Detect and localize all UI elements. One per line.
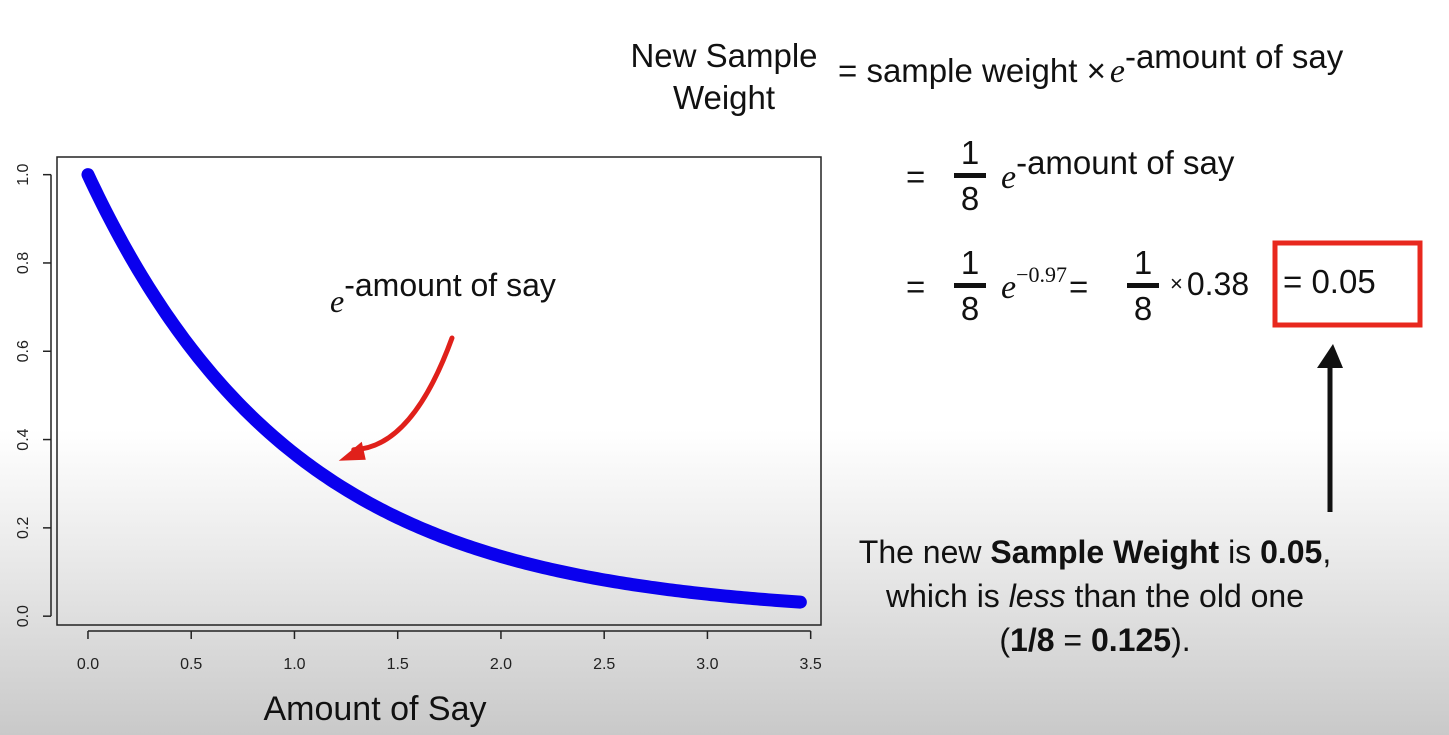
y-tick-label: 0.8 — [15, 252, 32, 274]
formula-exp-2: e-amount of say — [1001, 144, 1234, 197]
note-line-1: The new Sample Weight is 0.05, — [810, 530, 1380, 574]
note-text: ( — [999, 622, 1011, 658]
fraction-1-8-c: 1 8 — [1127, 245, 1159, 327]
x-tick-label: 0.0 — [77, 656, 99, 673]
formula-exp-3: e−0.97= — [1001, 262, 1089, 307]
times-sign-small: × — [1170, 271, 1183, 296]
value-0-38: 0.38 — [1186, 266, 1250, 302]
note-text: , — [1322, 534, 1332, 570]
fraction-bar — [954, 173, 986, 178]
note-bold: 0.05 — [1260, 534, 1323, 570]
fraction-numerator: 1 — [960, 244, 980, 281]
y-axis: 0.0 0.2 0.4 0.6 0.8 1.0 — [15, 163, 52, 627]
series-points — [87, 174, 801, 603]
y-tick-label: 0.4 — [15, 428, 32, 450]
note-text: = — [1054, 622, 1091, 658]
e-symbol-2: e — [1001, 159, 1017, 196]
y-tick-label: 0.0 — [15, 605, 32, 627]
note-bold: 1/8 — [1010, 622, 1055, 658]
formula-product: × 0.38 — [1170, 266, 1249, 303]
times-sign: × — [1086, 52, 1106, 89]
equals-4: = — [1069, 268, 1089, 305]
result-highlight-box — [1272, 240, 1423, 328]
fraction-denominator: 8 — [960, 290, 980, 327]
note-text: is — [1219, 534, 1261, 570]
note-text: than the old one — [1065, 578, 1305, 614]
note-text: The new — [858, 534, 991, 570]
note-italic: less — [1008, 578, 1066, 614]
sample-weight-text: sample weight — [866, 52, 1078, 89]
formula-lhs-line1: New Sample — [630, 37, 818, 74]
note-line-2: which is less than the old one — [810, 574, 1380, 618]
series-line-exp — [81, 168, 807, 609]
curve-annotation-label: e-amount of say — [330, 267, 556, 320]
y-tick-label: 0.6 — [15, 340, 32, 362]
fraction-bar — [1127, 283, 1159, 288]
exponent-1: -amount of say — [1124, 38, 1344, 75]
fraction-numerator: 1 — [960, 134, 980, 171]
formula-lhs-line2: Weight — [672, 79, 776, 116]
annotation-arrow — [351, 335, 455, 453]
fraction-numerator: 1 — [1133, 244, 1153, 281]
x-tick-label: 1.0 — [283, 656, 305, 673]
annotation-exponent: -amount of say — [344, 267, 556, 303]
x-tick-label: 1.5 — [387, 656, 409, 673]
annotation-e: e — [330, 283, 345, 319]
x-axis-label: Amount of Say — [263, 690, 486, 728]
explanation-note: The new Sample Weight is 0.05, which is … — [810, 530, 1380, 662]
x-tick-label: 3.5 — [800, 656, 822, 673]
note-line-3: (1/8 = 0.125). — [810, 618, 1380, 662]
result-arrow-head — [1317, 344, 1343, 368]
note-bold: 0.125 — [1090, 622, 1172, 658]
fraction-1-8-b: 1 8 — [954, 245, 986, 327]
x-tick-label: 2.5 — [593, 656, 615, 673]
plot-frame — [56, 156, 822, 626]
annotation-arrow-head — [338, 441, 366, 461]
equals-1: = — [838, 52, 858, 89]
y-tick-label: 0.2 — [15, 517, 32, 539]
note-text: ). — [1171, 622, 1191, 658]
exponent-2: -amount of say — [1016, 144, 1235, 181]
fraction-bar — [954, 283, 986, 288]
x-tick-label: 0.5 — [180, 656, 202, 673]
exponent-3: −0.97 — [1016, 262, 1068, 287]
e-symbol-1: e — [1109, 53, 1125, 90]
fraction-denominator: 8 — [960, 180, 980, 217]
fraction-1-8-a: 1 8 — [954, 135, 986, 217]
fraction-denominator: 8 — [1133, 290, 1153, 327]
x-tick-label: 2.0 — [490, 656, 512, 673]
formula-rhs-1: = sample weight × e-amount of say — [838, 38, 1343, 91]
note-text: which is — [885, 578, 1009, 614]
result-value: = 0.05 — [1283, 263, 1376, 300]
note-bold: Sample Weight — [990, 534, 1220, 570]
x-axis: 0.0 0.5 1.0 1.5 2.0 2.5 3.0 3.5 — [77, 630, 822, 673]
equals-2: = — [906, 158, 926, 195]
y-tick-label: 1.0 — [15, 163, 32, 185]
equals-3: = — [906, 268, 926, 305]
e-symbol-3: e — [1001, 269, 1017, 306]
formula-lhs: New Sample Weight — [617, 35, 831, 119]
x-tick-label: 3.0 — [696, 656, 718, 673]
